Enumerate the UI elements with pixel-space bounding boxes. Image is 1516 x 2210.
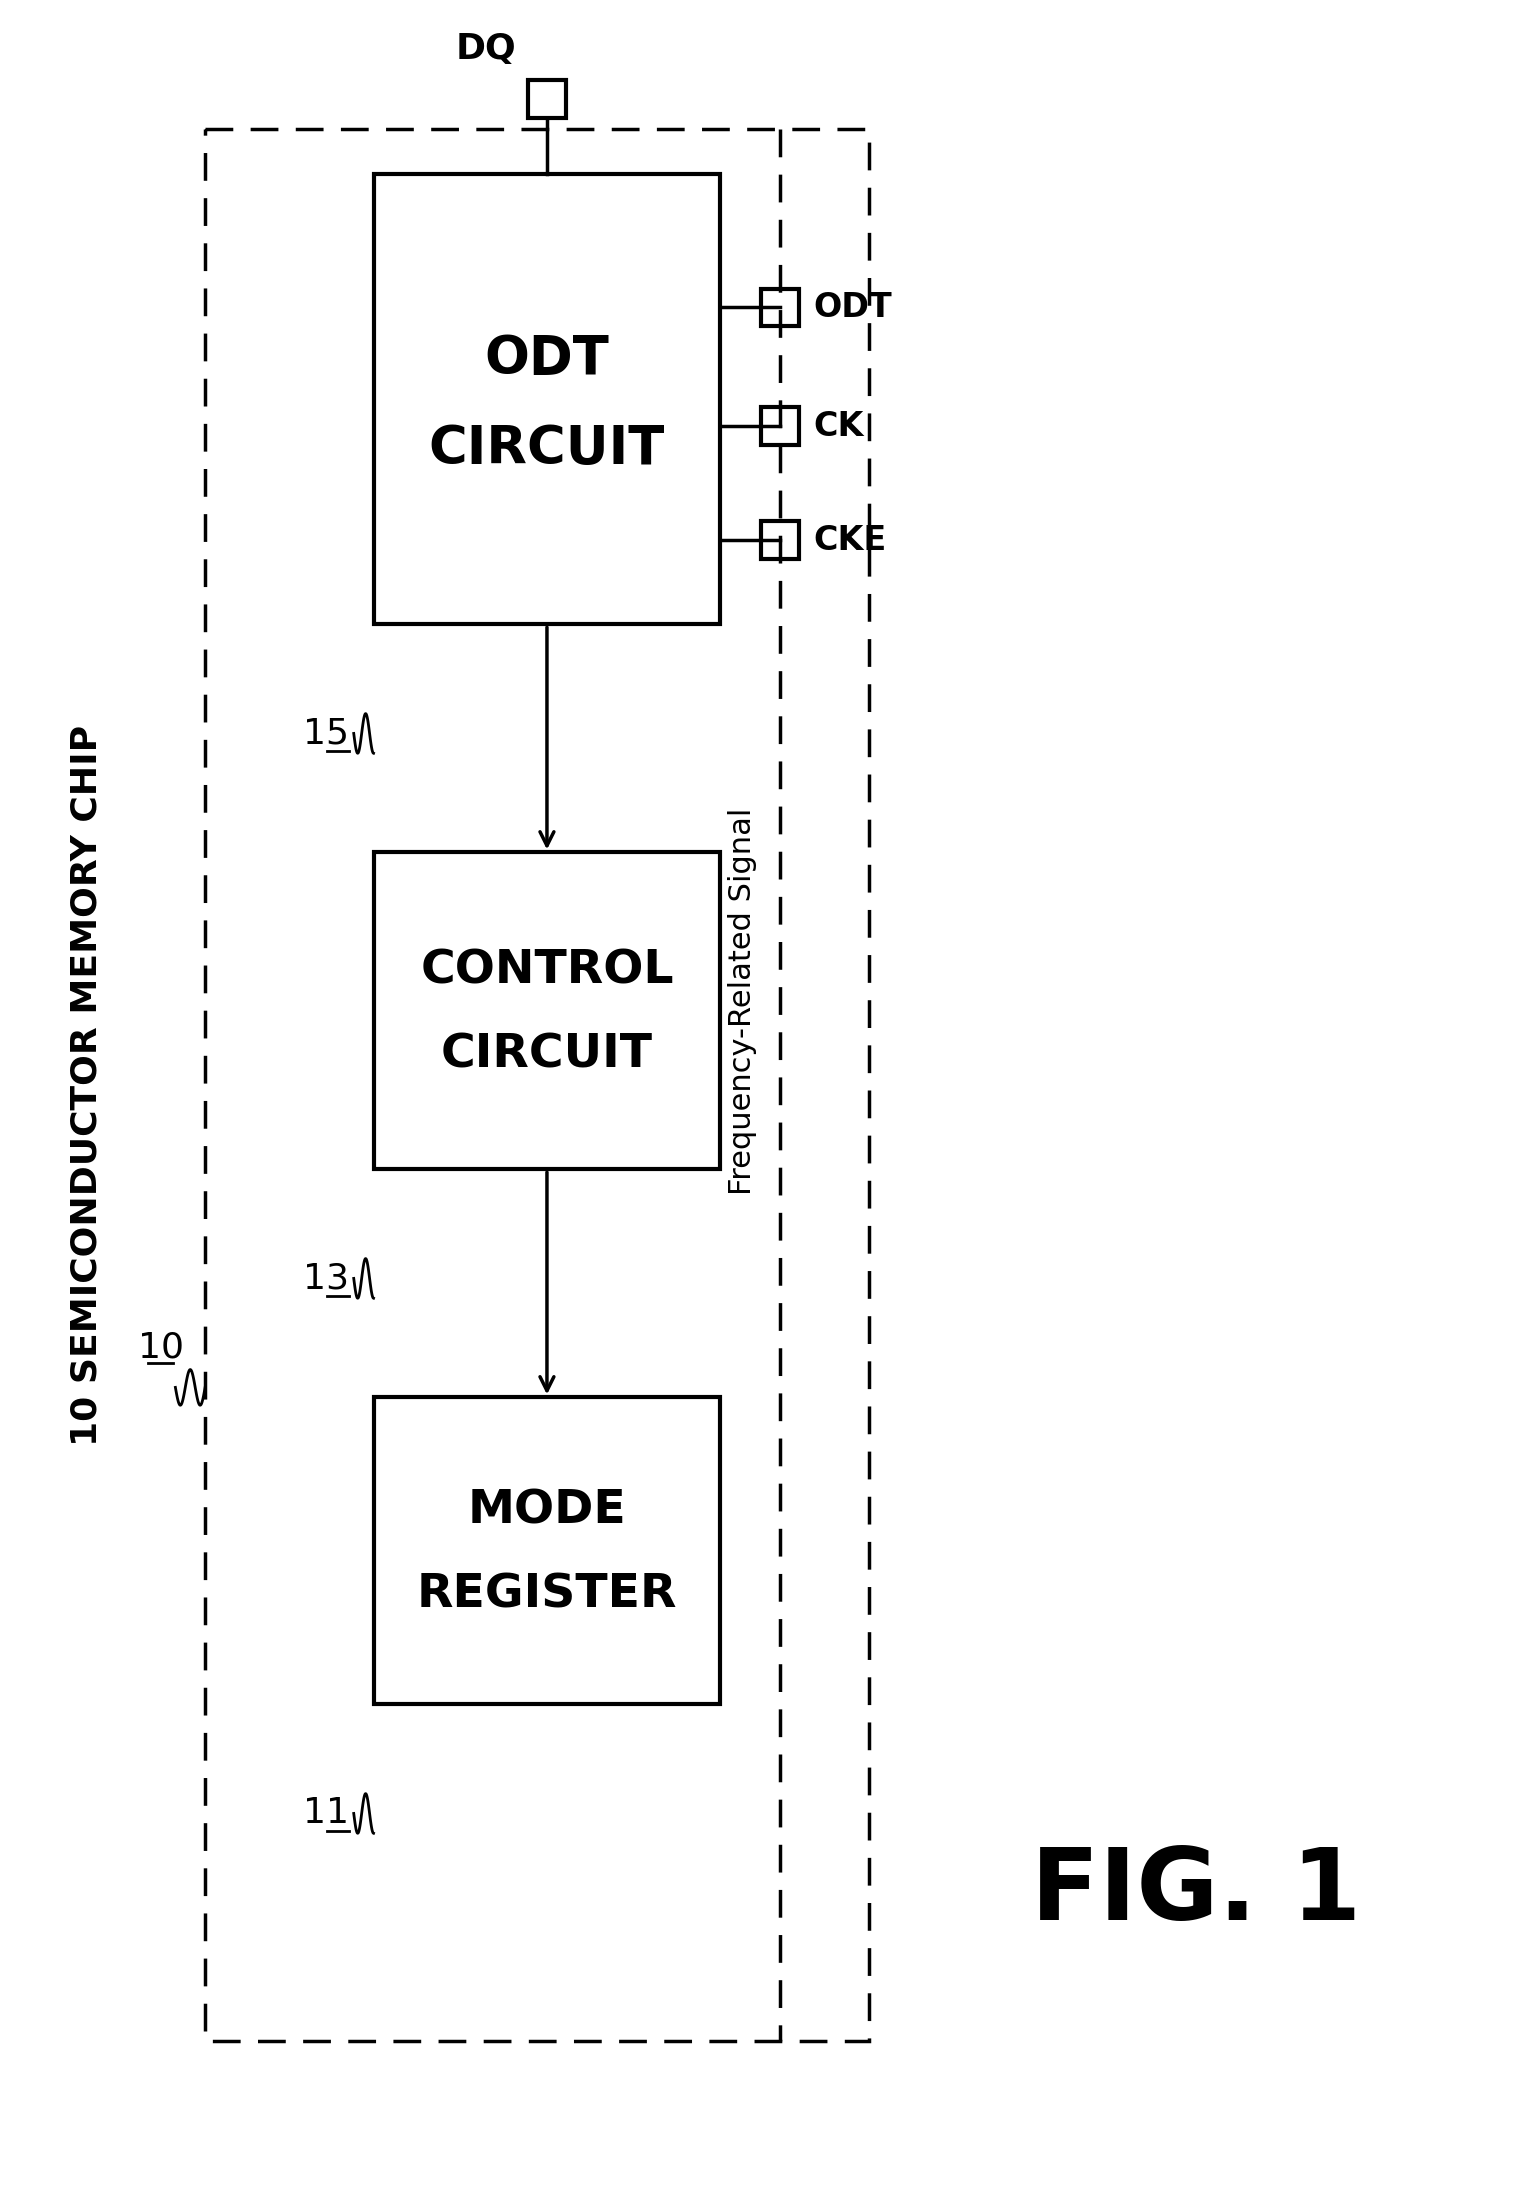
Text: CKE: CKE (814, 524, 887, 557)
Text: REGISTER: REGISTER (417, 1574, 678, 1618)
FancyBboxPatch shape (528, 80, 565, 117)
Text: 11: 11 (303, 1797, 349, 1830)
Text: 10 SEMICONDUCTOR MEMORY CHIP: 10 SEMICONDUCTOR MEMORY CHIP (70, 725, 103, 1445)
Text: CONTROL: CONTROL (420, 948, 673, 995)
Text: FIG. 1: FIG. 1 (1031, 1843, 1361, 1940)
FancyBboxPatch shape (761, 290, 799, 327)
Text: 15: 15 (303, 716, 349, 751)
FancyBboxPatch shape (373, 175, 720, 625)
FancyBboxPatch shape (373, 853, 720, 1169)
Text: CIRCUIT: CIRCUIT (429, 422, 666, 475)
Text: CK: CK (814, 409, 864, 442)
Text: 10: 10 (138, 1330, 183, 1366)
FancyBboxPatch shape (373, 1397, 720, 1704)
Text: 13: 13 (303, 1262, 349, 1295)
FancyBboxPatch shape (761, 522, 799, 559)
Text: Frequency-Related Signal: Frequency-Related Signal (728, 807, 756, 1196)
Text: ODT: ODT (485, 334, 609, 385)
Text: DQ: DQ (455, 31, 517, 66)
Text: MODE: MODE (467, 1490, 626, 1534)
FancyBboxPatch shape (761, 407, 799, 444)
Text: ODT: ODT (814, 292, 891, 325)
Text: CIRCUIT: CIRCUIT (441, 1032, 653, 1078)
